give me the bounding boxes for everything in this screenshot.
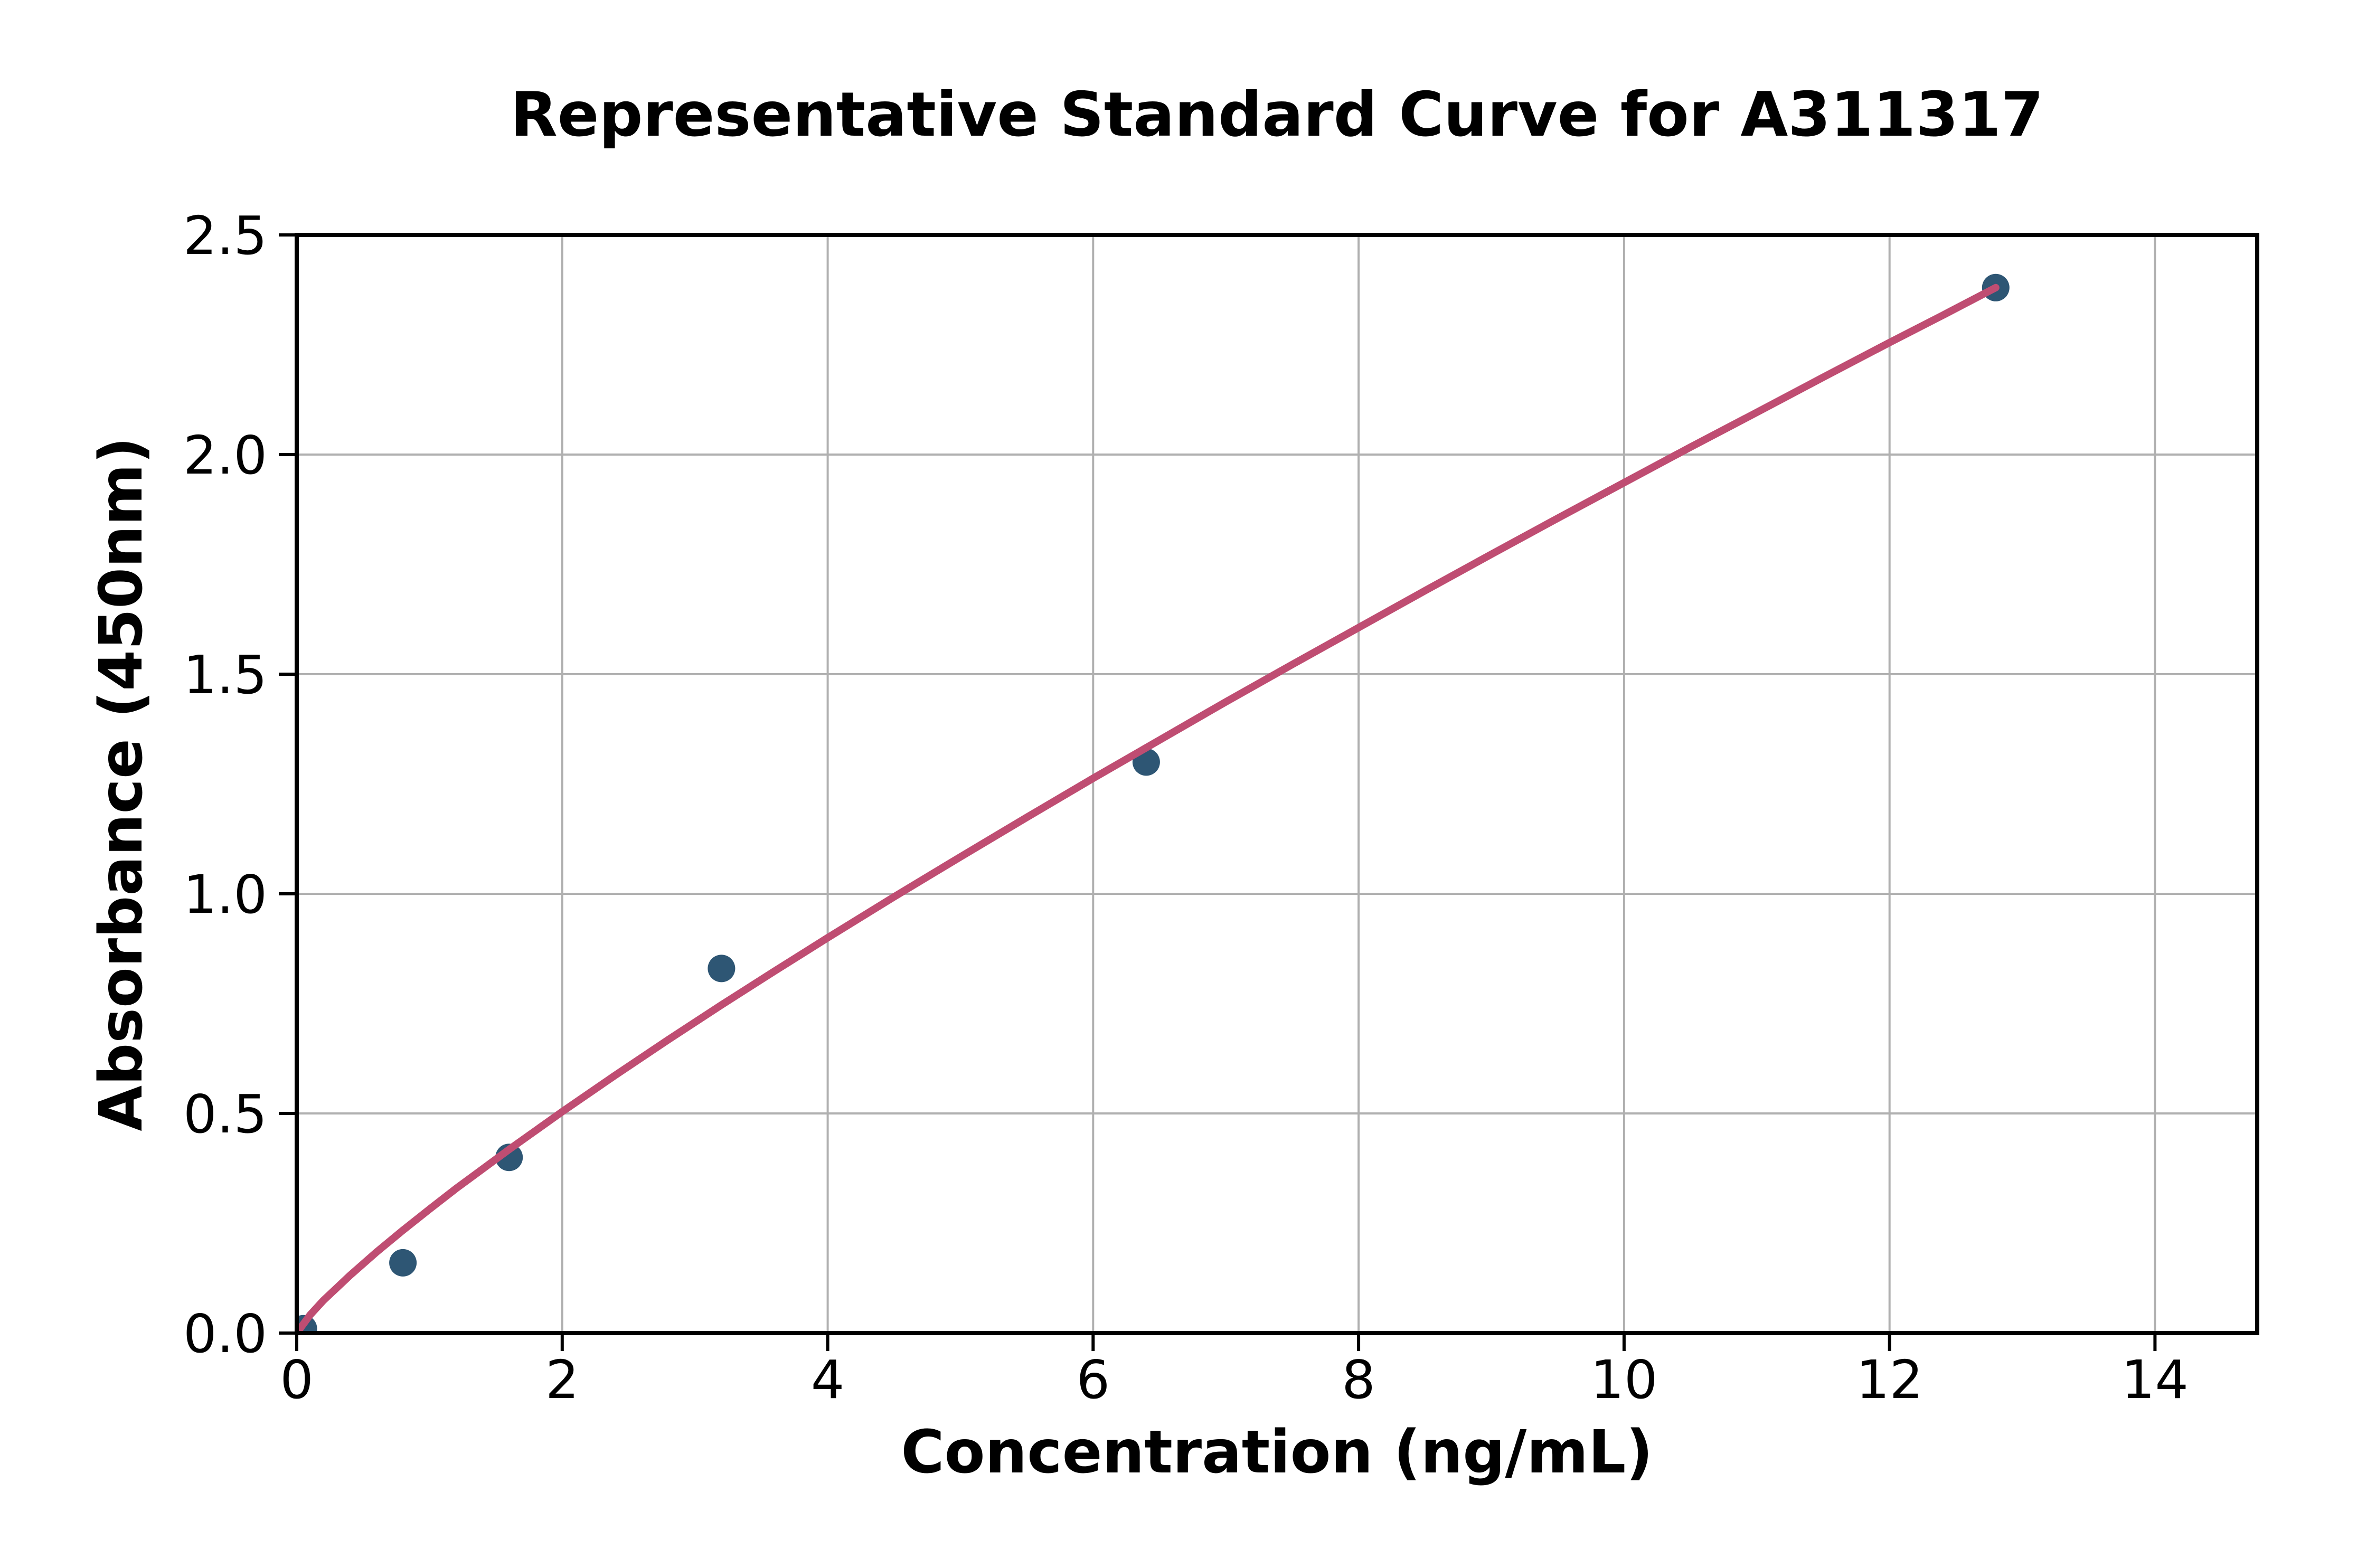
x-tick-label: 14 <box>2122 1349 2189 1411</box>
data-point <box>708 955 736 983</box>
y-tick-label: 1.5 <box>183 644 267 706</box>
y-tick-label: 2.5 <box>183 205 267 267</box>
x-tick-label: 4 <box>811 1349 845 1411</box>
y-tick-label: 0.0 <box>183 1303 267 1365</box>
x-tick-label: 0 <box>280 1349 314 1411</box>
plot-frame <box>295 233 2259 1335</box>
y-tick-label: 0.5 <box>183 1083 267 1145</box>
x-tick-label: 12 <box>1856 1349 1923 1411</box>
x-tick-label: 10 <box>1590 1349 1657 1411</box>
data-point <box>389 1249 417 1277</box>
x-tick-label: 6 <box>1076 1349 1110 1411</box>
x-tick-label: 2 <box>545 1349 579 1411</box>
scatter-series <box>297 273 2010 1333</box>
fit-curve <box>297 284 2000 1333</box>
y-tick-label: 1.0 <box>183 864 267 925</box>
y-axis-label: Absorbance (450nm) <box>87 437 156 1131</box>
y-tick-label: 2.0 <box>183 424 267 486</box>
chart-title: Representative Standard Curve for A31131… <box>510 79 2044 150</box>
x-tick-label: 8 <box>1342 1349 1375 1411</box>
x-axis-label: Concentration (ng/mL) <box>901 1418 1653 1487</box>
